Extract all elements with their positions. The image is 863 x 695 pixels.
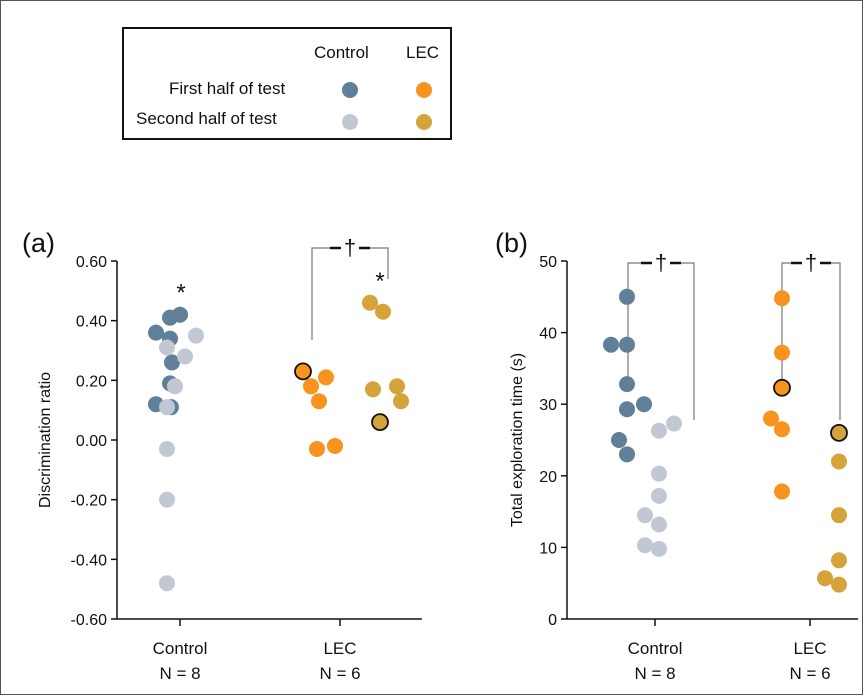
data-point — [651, 516, 667, 533]
data-point — [831, 453, 847, 470]
data-point — [309, 440, 325, 457]
data-point — [636, 396, 652, 413]
y-tick-label: 0.40 — [76, 314, 107, 331]
data-point — [831, 552, 847, 569]
legend-row-first-half: First half of test — [169, 79, 286, 98]
data-point — [167, 378, 183, 395]
data-point — [177, 348, 193, 365]
legend-swatch-control-second — [342, 114, 358, 130]
data-point — [774, 421, 790, 438]
panel-b-exploration-time: (b) 50 40 30 20 10 0 Control N = 8 LEC N = 6 Total … — [495, 228, 858, 683]
y-tick-label: -0.20 — [71, 493, 108, 510]
bracket-gap — [642, 260, 680, 266]
x-tick-label-lec: LEC — [793, 639, 826, 658]
data-point — [311, 393, 327, 410]
data-point — [619, 376, 635, 393]
data-point — [393, 393, 409, 410]
significance-star: * — [375, 268, 384, 295]
x-tick-label-lec: LEC — [323, 639, 356, 658]
data-point — [651, 487, 667, 504]
data-point — [651, 465, 667, 482]
legend: Control LEC First half of test Second ha… — [122, 27, 452, 140]
significance-star: * — [176, 280, 185, 307]
bracket-gap — [792, 260, 830, 266]
group-n-label: N = 6 — [319, 664, 360, 683]
y-tick-label: 40 — [539, 326, 557, 343]
data-point — [637, 507, 653, 524]
y-tick-label: 0 — [548, 612, 557, 629]
group-n-label: N = 8 — [634, 664, 675, 683]
data-point — [763, 410, 779, 427]
legend-column-lec: LEC — [406, 43, 440, 62]
y-tick-label: 20 — [539, 469, 557, 486]
data-point — [774, 483, 790, 500]
bracket-gap — [331, 245, 369, 251]
data-point — [159, 575, 175, 592]
data-point — [375, 303, 391, 320]
data-point — [371, 413, 389, 432]
data-point — [651, 540, 667, 557]
data-point — [303, 378, 319, 395]
data-point — [389, 378, 405, 395]
data-point — [365, 381, 381, 398]
y-tick-label: 0.20 — [76, 373, 107, 390]
data-point — [774, 344, 790, 361]
data-point — [148, 324, 164, 341]
y-tick-label: -0.40 — [71, 552, 108, 569]
data-point — [619, 288, 635, 305]
data-point — [817, 570, 833, 587]
y-tick-label: 50 — [539, 254, 557, 271]
panel-a-discrimination-ratio: (a) 0.60 0.40 0.20 0.00 -0.20 -0.40 -0.60 Contro… — [22, 228, 422, 683]
dagger-annotation: † — [655, 250, 667, 275]
y-tick-label: 30 — [539, 397, 557, 414]
y-axis-title: Total exploration time (s) — [509, 353, 526, 527]
panel-label: (b) — [495, 228, 528, 258]
data-point — [318, 369, 334, 386]
data-point — [831, 507, 847, 524]
legend-swatch-lec-first — [416, 82, 432, 98]
significance-bracket — [781, 262, 841, 420]
legend-column-control: Control — [314, 43, 369, 62]
data-point — [637, 537, 653, 554]
data-point — [611, 432, 627, 448]
y-tick-label: -0.60 — [71, 612, 108, 629]
data-point — [188, 327, 204, 344]
data-point — [831, 576, 847, 593]
data-point — [294, 362, 312, 381]
data-point — [666, 415, 682, 432]
data-point — [830, 423, 848, 442]
group-n-label: N = 6 — [789, 664, 830, 683]
data-point — [773, 378, 791, 397]
legend-swatch-lec-second — [416, 114, 432, 130]
dagger-annotation: † — [344, 235, 356, 260]
legend-swatch-control-first — [342, 82, 358, 98]
data-point — [774, 290, 790, 307]
y-tick-label: 10 — [539, 540, 557, 557]
data-point — [619, 401, 635, 418]
y-axis-title: Discrimination ratio — [37, 372, 54, 508]
y-tick-label: 0.00 — [76, 433, 107, 450]
legend-row-second-half: Second half of test — [136, 109, 277, 128]
data-point — [159, 339, 175, 356]
panel-label: (a) — [22, 228, 55, 258]
data-point — [159, 440, 175, 457]
data-point — [362, 294, 378, 311]
dagger-annotation: † — [805, 250, 817, 275]
x-tick-label-control: Control — [153, 639, 208, 658]
significance-bracket — [627, 262, 695, 420]
y-tick-label: 0.60 — [76, 254, 107, 271]
group-n-label: N = 8 — [159, 664, 200, 683]
data-point — [651, 422, 667, 439]
data-point — [619, 336, 635, 353]
data-point — [603, 336, 619, 353]
x-tick-label-control: Control — [628, 639, 683, 658]
data-point — [159, 491, 175, 508]
data-point — [159, 399, 175, 416]
data-point — [619, 446, 635, 463]
data-point — [164, 354, 180, 371]
data-point — [327, 437, 343, 454]
data-point — [162, 309, 178, 326]
